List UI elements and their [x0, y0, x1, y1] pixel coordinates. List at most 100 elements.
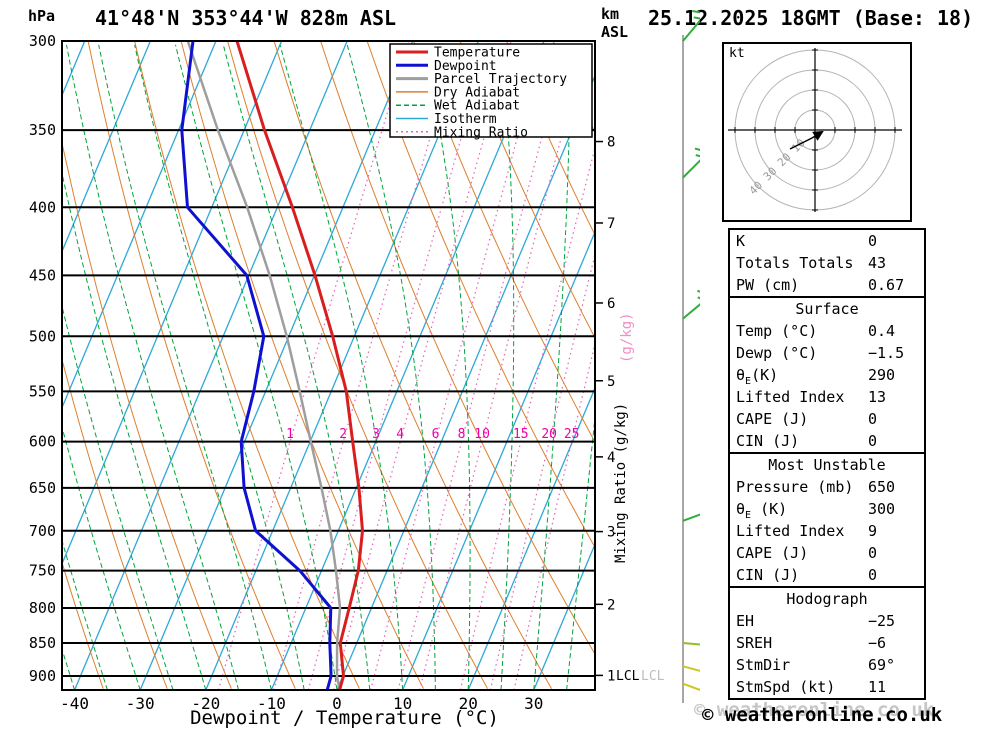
pressure-tick-label: 650	[29, 479, 56, 497]
table-row-label: CAPE (J)	[736, 410, 809, 428]
legend-item-label: Mixing Ratio	[434, 125, 528, 140]
pressure-tick-label: 600	[29, 433, 56, 451]
mixing-ratio-group	[217, 41, 595, 690]
hodograph-ring-label: 30	[761, 165, 780, 184]
isotherm-line	[0, 41, 19, 690]
isotherm-line	[205, 41, 479, 690]
hodograph-trace	[789, 130, 824, 150]
table-row: CAPE (J) 0	[730, 542, 924, 564]
mixing-ratio-value-label: 1	[286, 427, 294, 442]
km-tick-label: 7	[607, 216, 615, 232]
dry-adiabat-line	[134, 41, 360, 689]
table-row-label: Lifted Index	[736, 388, 845, 406]
mixing-ratio-line	[397, 41, 569, 690]
table-row-label: PW (cm)	[736, 276, 800, 294]
table-row: CAPE (J) 0	[730, 408, 924, 430]
table-row-value: 0	[868, 566, 878, 584]
mixing-ratio-line	[273, 41, 459, 690]
mixing-ratio-line	[419, 41, 588, 690]
wet-adiabat-line	[62, 538, 108, 690]
pressure-tick-label: 850	[29, 634, 56, 652]
wet-adiabat-line	[62, 647, 76, 690]
table-section-header: Most Unstable	[768, 456, 886, 474]
wind-barb	[682, 513, 700, 522]
temperature-tick-label: -10	[257, 694, 286, 713]
axis-tick-labels: 300350400450500550600650700750800850900-…	[29, 32, 616, 713]
table-row-value: 0.4	[868, 322, 896, 340]
wind-barb	[682, 642, 700, 646]
wet-adiabat-line	[346, 44, 436, 690]
mixing-ratio-value-label: 25	[564, 427, 580, 442]
mixing-ratio-line	[333, 41, 512, 690]
table-row: Temp (°C) 0.4	[730, 320, 924, 342]
pressure-tick-label: 550	[29, 382, 56, 400]
mixing-ratio-value-label: 2	[339, 427, 347, 442]
table-row-value: 0.67	[868, 276, 905, 294]
table-row: Lifted Index 13	[730, 386, 924, 408]
pressure-tick-label: 400	[29, 198, 56, 216]
mixing-ratio-line	[307, 41, 490, 690]
table-section: Surface Temp (°C) 0.4 Dewp (°C) −1.5 θE(K) 290…	[728, 296, 926, 454]
mixing-ratio-value-label: 15	[513, 427, 529, 442]
wind-barbs-group	[682, 10, 700, 703]
isotherm-line	[467, 386, 595, 690]
hodograph-ring-label: 40	[747, 179, 766, 198]
wet-adiabat-line	[62, 304, 174, 690]
copyright: © weatheronline.co.uk	[702, 704, 943, 726]
wind-barb	[682, 289, 700, 320]
wet-adiabat-line	[62, 425, 141, 690]
mixing-ratio-value-label: 3	[372, 427, 380, 442]
mixing-ratio-axis-label-echo: (g/kg)	[619, 312, 635, 363]
legend-item-label: Dewpoint	[434, 59, 497, 74]
temperature-axis-label: Dewpoint / Temperature (°C)	[190, 707, 499, 729]
table-row-value: −1.5	[868, 344, 905, 362]
legend-item-label: Parcel Trajectory	[434, 72, 567, 87]
table-row: Pressure (mb) 650	[730, 476, 924, 498]
mixing-ratio-line	[217, 41, 410, 690]
table-row: CIN (J) 0	[730, 430, 924, 452]
isotherm-line	[74, 41, 348, 690]
indices-table: K 0 Totals Totals 43 PW (cm) 0.67 Surface Temp …	[728, 228, 926, 700]
pressure-tick-label: 700	[29, 522, 56, 540]
hodograph-ring-label: 10	[789, 136, 808, 155]
wet-adiabat-line	[422, 44, 471, 690]
altitude-axis-unit-asl: ASL	[601, 23, 629, 41]
wet-adiabat-line	[134, 44, 305, 690]
wind-barb	[682, 147, 700, 179]
table-row-value: 300	[868, 500, 896, 518]
hodograph-panel: 10 20 30 40 kt	[722, 42, 912, 222]
table-row-label: EH	[736, 612, 755, 630]
dry-adiabats-group	[62, 41, 595, 689]
mixing-ratio-labels: 1 2 3 4 6 8 10 15 20 25	[286, 427, 579, 442]
dry-adiabat-line	[227, 41, 488, 689]
lcl-watermark-label: LCL	[641, 669, 665, 684]
altitude-axis-unit-km: km	[601, 5, 620, 23]
dry-adiabat-line	[180, 41, 424, 689]
datetime-title: 25.12.2025 18GMT (Base: 18)	[648, 6, 974, 30]
table-row-value: 0	[868, 232, 878, 250]
dry-adiabat-line	[506, 41, 595, 237]
dry-adiabat-line	[413, 41, 595, 444]
sounding-curves	[180, 41, 364, 690]
table-row-label: Lifted Index	[736, 522, 845, 540]
hodograph-unit-label: kt	[729, 46, 745, 61]
km-tick-label: 5	[607, 374, 615, 390]
table-row: Lifted Index 9	[730, 520, 924, 542]
station-title: 41°48'N 353°44'W 828m ASL	[95, 6, 397, 30]
parcel-trajectory-curve	[186, 41, 342, 690]
isotherm-line	[139, 41, 414, 690]
mixing-ratio-value-label: 8	[458, 427, 466, 442]
legend-box	[389, 43, 593, 138]
table-row: θE (K) 300	[730, 498, 924, 521]
table-row-label: CAPE (J)	[736, 544, 809, 562]
km-tick-label: 2	[607, 597, 615, 613]
isotherm-line	[62, 41, 283, 566]
wet-adiabats-group	[62, 44, 595, 690]
km-tick-label: 8	[607, 135, 615, 151]
pressure-tick-label: 900	[29, 667, 56, 685]
table-row-label: θE (K)	[736, 500, 788, 521]
